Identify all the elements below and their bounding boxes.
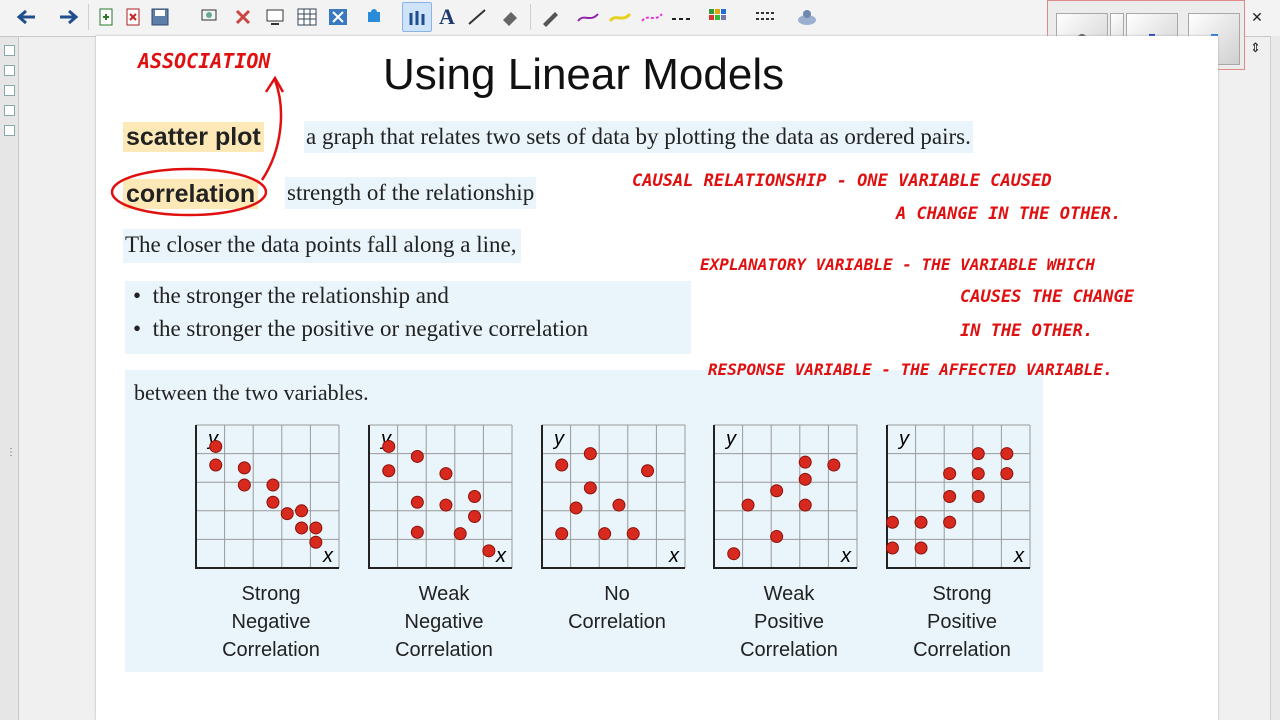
- ink-text-causal-1: CAUSAL RELATIONSHIP - ONE VARIABLE CAUSE…: [632, 171, 1052, 191]
- delete-x-icon[interactable]: [231, 2, 255, 32]
- page-sorter-tab-icon[interactable]: [4, 45, 15, 56]
- highlighter-icon[interactable]: [606, 2, 634, 32]
- close-icon[interactable]: ✕: [1251, 9, 1263, 25]
- ink-text-causal-2: A CHANGE IN THE OTHER.: [896, 204, 1122, 224]
- text-icon[interactable]: A: [439, 4, 455, 29]
- pens-icon[interactable]: [402, 2, 432, 32]
- ink-text-explanatory-1: EXPLANATORY VARIABLE - THE VARIABLE WHIC…: [700, 255, 1095, 274]
- closer-text: The closer the data points fall along a …: [123, 229, 521, 263]
- ink-text-explanatory-2: CAUSES THE CHANGE: [960, 287, 1134, 307]
- color-picker-icon[interactable]: [638, 2, 666, 32]
- toolbar-separator: [530, 4, 531, 30]
- bullet-icon: •: [133, 283, 153, 308]
- ink-text-association: ASSOCIATION: [138, 49, 271, 73]
- bullet-icon: •: [133, 316, 153, 341]
- dashed-line-icon[interactable]: [668, 2, 696, 32]
- term-scatter-plot: scatter plot: [123, 122, 264, 152]
- term-correlation: correlation: [123, 179, 259, 209]
- clear-icon[interactable]: [326, 2, 350, 32]
- pen-icon[interactable]: [538, 2, 562, 32]
- vertical-scrollbar[interactable]: [1270, 36, 1280, 720]
- graph-label-weak-positive: Weak Positive Correlation: [740, 583, 838, 661]
- toolbar-separator: [88, 4, 89, 30]
- bullet-item: • the stronger the positive or negative …: [133, 316, 589, 341]
- bullet-item: • the stronger the relationship and: [133, 283, 449, 308]
- correlation-definition: strength of the relationship: [285, 177, 537, 209]
- gallery-tab-icon[interactable]: [4, 65, 15, 76]
- scatter-plot-definition: a graph that relates two sets of data by…: [304, 121, 973, 153]
- graph-label-weak-negative: Weak Negative Correlation: [395, 583, 493, 661]
- screen-capture-icon[interactable]: [198, 2, 220, 32]
- puzzle-icon[interactable]: [362, 2, 386, 32]
- graph-label-strong-positive: Strong Positive Correlation: [913, 583, 1011, 661]
- eraser-icon[interactable]: [497, 2, 523, 32]
- sidebar-resize-handle[interactable]: ⋮: [6, 447, 16, 458]
- back-arrow-icon[interactable]: [12, 2, 40, 32]
- graph-label-no-correlation: No Correlation: [568, 583, 666, 633]
- user-icon[interactable]: [793, 2, 821, 32]
- ink-text-response: RESPONSE VARIABLE - THE AFFECTED VARIABL…: [708, 360, 1113, 379]
- attachments-tab-icon[interactable]: [4, 85, 15, 96]
- between-text: between the two variables.: [134, 380, 369, 405]
- table-icon[interactable]: [295, 2, 319, 32]
- ink-text-explanatory-3: IN THE OTHER.: [960, 321, 1094, 341]
- page-title: Using Linear Models: [383, 50, 785, 99]
- forward-arrow-icon[interactable]: [55, 2, 83, 32]
- properties-icon[interactable]: [752, 2, 778, 32]
- line-icon[interactable]: [465, 2, 489, 32]
- page-delete-icon[interactable]: [122, 2, 144, 32]
- graph-label-strong-negative: Strong Negative Correlation: [222, 583, 320, 661]
- page-add-icon[interactable]: [95, 2, 117, 32]
- properties-tab-icon[interactable]: [4, 105, 15, 116]
- fill-icon[interactable]: [706, 2, 730, 32]
- save-icon[interactable]: [148, 2, 172, 32]
- side-tab-bar: ⋮: [0, 37, 19, 720]
- resize-arrows-icon[interactable]: ⇕: [1250, 40, 1261, 55]
- addons-tab-icon[interactable]: [4, 125, 15, 136]
- screen-shade-icon[interactable]: [263, 2, 287, 32]
- line-style-icon[interactable]: [574, 2, 602, 32]
- bullet-list: • the stronger the relationship and • th…: [125, 281, 691, 354]
